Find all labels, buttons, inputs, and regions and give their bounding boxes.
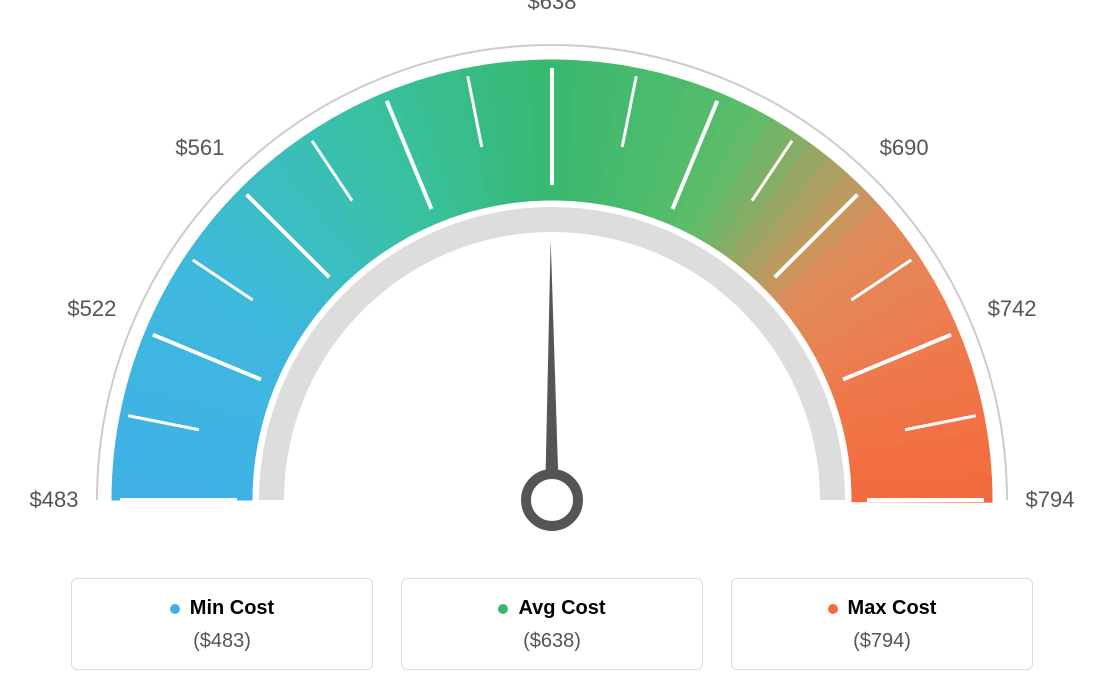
dot-icon (498, 604, 508, 614)
legend-value: ($794) (732, 630, 1032, 653)
gauge-svg (0, 0, 1104, 560)
legend-row: Min Cost ($483) Avg Cost ($638) Max Cost… (0, 578, 1104, 670)
legend-label: Avg Cost (518, 597, 605, 620)
tick-label: $561 (175, 135, 224, 161)
tick-label: $522 (67, 296, 116, 322)
dot-icon (828, 604, 838, 614)
legend-label: Min Cost (190, 597, 274, 620)
legend-value: ($483) (72, 630, 372, 653)
tick-label: $742 (988, 296, 1037, 322)
tick-label: $483 (30, 487, 79, 513)
legend-card-avg: Avg Cost ($638) (401, 578, 703, 670)
gauge-chart-container: $483 $522 $561 $638 $690 $742 $794 Min Cost ($… (0, 0, 1104, 690)
legend-value: ($638) (402, 630, 702, 653)
tick-label: $690 (880, 135, 929, 161)
legend-card-max: Max Cost ($794) (731, 578, 1033, 670)
legend-card-min: Min Cost ($483) (71, 578, 373, 670)
tick-label: $638 (528, 0, 577, 15)
tick-label: $794 (1026, 487, 1075, 513)
dot-icon (170, 604, 180, 614)
legend-label: Max Cost (848, 597, 937, 620)
